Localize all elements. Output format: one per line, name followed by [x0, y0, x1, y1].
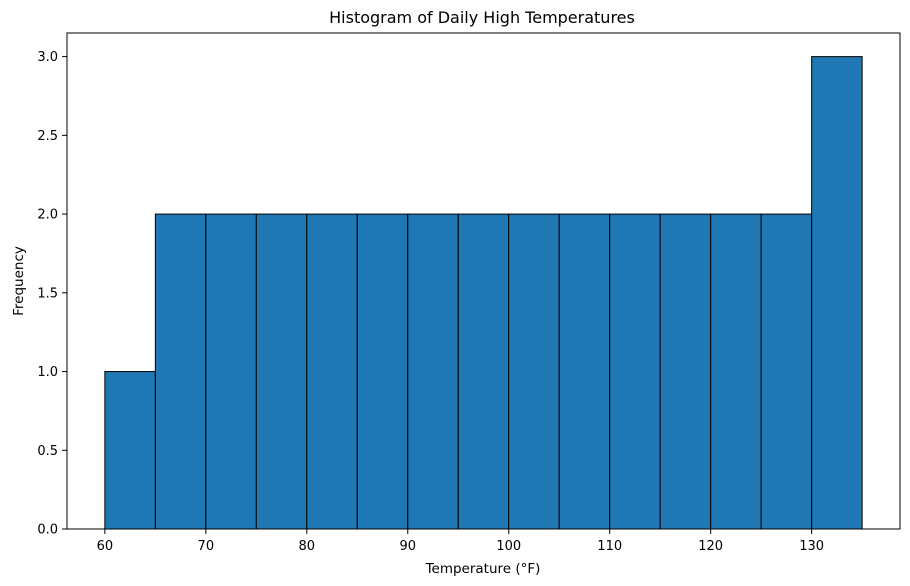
x-tick-label: 70 — [198, 539, 215, 554]
histogram-bar — [457, 213, 510, 530]
x-tick-label: 90 — [399, 539, 416, 554]
histogram-bar — [659, 213, 712, 530]
x-tick-label: 60 — [97, 539, 114, 554]
bars-group — [104, 56, 863, 530]
x-tick-label: 110 — [597, 539, 622, 554]
y-tick-label: 3.0 — [37, 50, 58, 65]
histogram-bar — [356, 213, 409, 530]
x-axis-label: Temperature (°F) — [425, 561, 541, 577]
y-tick-label: 0.0 — [37, 523, 58, 538]
y-axis-label: Frequency — [11, 246, 27, 316]
histogram-bar — [760, 213, 813, 530]
histogram-bar — [508, 213, 560, 530]
histogram-bar — [104, 371, 156, 530]
x-tick-label: 130 — [799, 539, 824, 554]
chart-title: Histogram of Daily High Temperatures — [329, 8, 635, 27]
y-tick-label: 0.5 — [37, 444, 58, 459]
histogram-bar — [558, 213, 611, 530]
histogram-bar — [306, 213, 358, 530]
x-tick-label: 100 — [496, 539, 521, 554]
histogram-bar — [609, 213, 661, 530]
x-tick-label: 80 — [299, 539, 316, 554]
histogram-bar — [154, 213, 207, 530]
x-tick-label: 120 — [698, 539, 723, 554]
y-tick-label: 2.5 — [37, 129, 58, 144]
y-tick-label: 2.0 — [37, 208, 58, 223]
histogram-bar — [205, 213, 257, 530]
y-tick-label: 1.0 — [37, 365, 58, 380]
histogram-bar — [255, 213, 308, 530]
histogram-bar — [407, 213, 459, 530]
plot-frame — [66, 32, 901, 530]
y-tick-label: 1.5 — [37, 286, 58, 301]
y-axis: 0.0 0.5 1.0 1.5 2.0 2.5 3.0 — [37, 50, 67, 538]
histogram-bar — [811, 56, 863, 530]
histogram-bar — [710, 213, 762, 530]
x-axis: 60 70 80 90 100 110 120 130 — [97, 529, 824, 554]
